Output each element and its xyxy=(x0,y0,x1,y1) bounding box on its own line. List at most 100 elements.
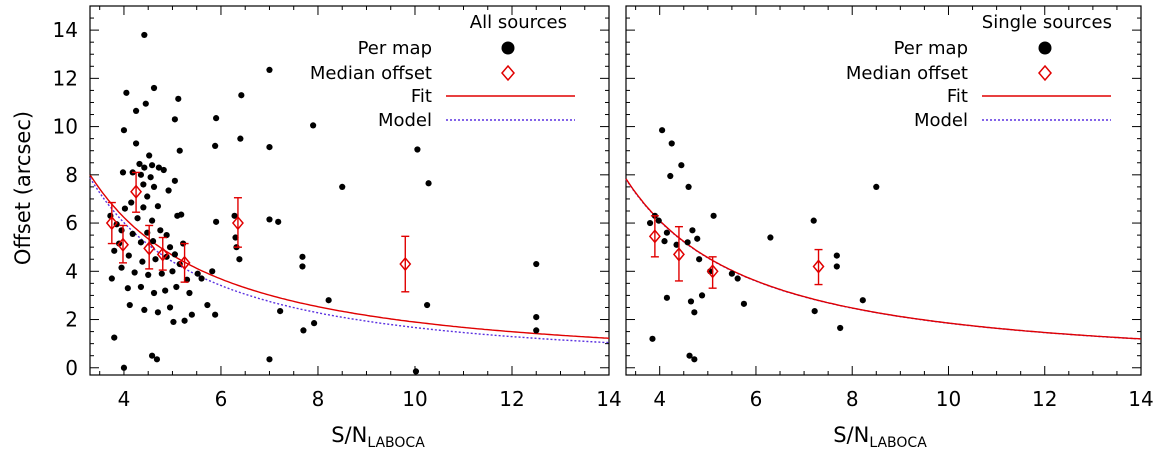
per-map-point xyxy=(157,227,164,234)
per-map-point xyxy=(236,256,243,263)
per-map-point xyxy=(171,116,178,123)
x-tick-label: 10 xyxy=(936,387,961,411)
per-map-point xyxy=(148,162,156,169)
per-map-point xyxy=(148,217,156,224)
per-map-point xyxy=(153,356,161,363)
per-map-point xyxy=(275,218,282,225)
y-tick-label: 0 xyxy=(65,356,78,380)
fit-curve xyxy=(89,174,610,339)
per-map-point xyxy=(154,203,162,210)
median-offset-marker xyxy=(399,256,412,272)
legend-per-map-marker xyxy=(1038,41,1052,55)
per-map-point xyxy=(232,234,239,241)
per-map-point xyxy=(231,212,238,219)
median-offset-marker xyxy=(178,255,191,271)
per-map-point xyxy=(691,309,698,316)
per-map-point xyxy=(684,239,691,246)
per-map-point xyxy=(132,107,140,115)
per-map-point xyxy=(728,270,735,277)
median-offset-marker xyxy=(117,237,129,252)
per-map-point xyxy=(141,31,148,39)
per-map-point xyxy=(673,241,680,248)
y-tick-label: 10 xyxy=(53,115,78,139)
per-map-point xyxy=(158,270,165,277)
legend-median-label: Median offset xyxy=(310,63,432,84)
per-map-point xyxy=(873,183,880,190)
per-map-point xyxy=(150,289,158,297)
per-map-point xyxy=(299,253,306,260)
per-map-point xyxy=(181,317,188,324)
per-map-point xyxy=(859,297,866,304)
x-tick-label: 12 xyxy=(1032,387,1057,411)
per-map-point xyxy=(152,256,159,263)
per-map-point xyxy=(833,263,840,270)
x-tick-label: 14 xyxy=(596,387,621,411)
per-map-point xyxy=(160,166,167,174)
legend-title: Single sources xyxy=(982,12,1112,33)
per-map-point xyxy=(134,215,141,222)
per-map-point xyxy=(139,258,146,265)
per-map-point xyxy=(123,89,130,96)
per-map-point xyxy=(137,171,145,178)
per-map-point xyxy=(173,283,180,291)
fit-curve xyxy=(625,178,1142,340)
x-tick-label: 4 xyxy=(653,387,666,411)
per-map-point xyxy=(171,251,178,258)
per-map-point xyxy=(146,152,153,159)
per-map-point xyxy=(150,183,158,190)
per-map-point xyxy=(128,199,135,206)
y-tick-label: 8 xyxy=(65,163,78,187)
per-map-point xyxy=(147,174,154,181)
legend-median-marker xyxy=(501,64,515,82)
y-tick-label: 12 xyxy=(53,66,78,90)
per-map-point xyxy=(125,252,132,259)
legend-fit-label: Fit xyxy=(947,86,968,107)
per-map-point xyxy=(150,84,158,92)
x-tick-label: 10 xyxy=(402,387,427,411)
per-map-point xyxy=(121,205,129,212)
median-offset-marker xyxy=(648,229,661,244)
legend-median-marker xyxy=(1038,64,1052,82)
per-map-point xyxy=(300,327,307,334)
legend-fit-label: Fit xyxy=(411,86,432,107)
per-map-point xyxy=(277,307,284,315)
per-map-point xyxy=(132,140,140,147)
per-map-point xyxy=(118,227,125,234)
median-offset-marker xyxy=(105,215,118,231)
median-offset-marker xyxy=(231,215,244,231)
per-map-point xyxy=(339,183,346,190)
median-offset-marker xyxy=(143,241,156,256)
x-tick-label: 6 xyxy=(750,387,763,411)
per-map-point xyxy=(142,100,149,107)
per-map-point xyxy=(170,318,177,326)
legend-per-map-label: Per map xyxy=(358,38,432,59)
legend-title: All sources xyxy=(470,12,567,33)
per-map-point xyxy=(136,160,143,168)
x-tick-label: 8 xyxy=(846,387,859,411)
per-map-point xyxy=(811,307,818,315)
per-map-point xyxy=(129,230,136,238)
per-map-point xyxy=(533,327,540,334)
per-map-point xyxy=(696,256,703,263)
median-offset-marker xyxy=(812,259,825,274)
per-map-point xyxy=(663,229,671,236)
legend-model-label: Model xyxy=(378,110,432,131)
per-map-point xyxy=(155,164,162,171)
per-map-point xyxy=(740,300,748,307)
median-offset-marker xyxy=(130,184,143,199)
per-map-point xyxy=(131,269,138,276)
per-map-point xyxy=(686,352,693,359)
per-map-point xyxy=(646,219,654,227)
per-map-point xyxy=(144,193,151,200)
per-map-point xyxy=(166,304,174,311)
per-map-point xyxy=(734,275,741,282)
x-axis-label-sub: LABOCA xyxy=(367,435,425,451)
y-tick-label: 4 xyxy=(65,259,78,283)
legend-per-map-marker xyxy=(501,41,515,55)
per-map-point xyxy=(163,232,170,239)
per-map-point xyxy=(655,217,662,224)
per-map-point xyxy=(169,268,176,275)
per-map-point xyxy=(667,172,674,180)
per-map-point xyxy=(141,306,148,313)
